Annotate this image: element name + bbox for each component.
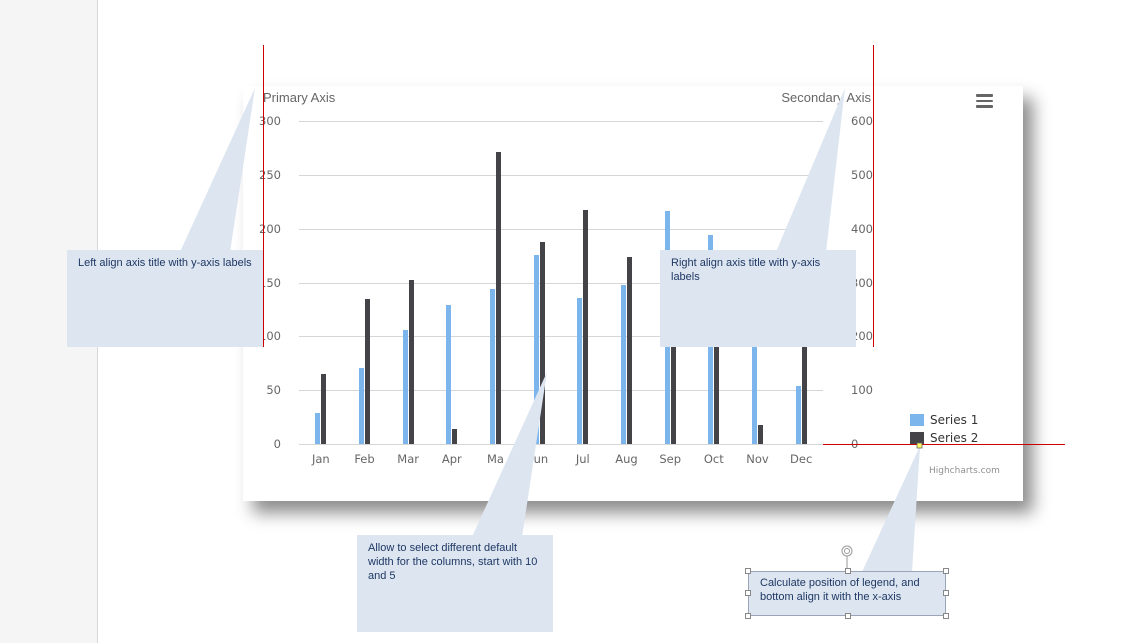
bar-series1[interactable] — [402, 329, 408, 444]
left-guide-line — [263, 45, 264, 347]
right-guide-line — [873, 45, 874, 347]
legend-series1-swatch — [910, 414, 924, 426]
callout-legend-position[interactable]: Calculate position of legend, and bottom… — [748, 571, 946, 616]
xtick-label: Aug — [615, 452, 638, 466]
secondary-ytick-label: 600 — [851, 114, 873, 128]
bar-series2[interactable] — [496, 151, 501, 444]
primary-ytick-label: 0 — [273, 437, 281, 451]
secondary-axis-title: Secondary Axis — [781, 90, 871, 105]
hamburger-menu-icon[interactable] — [976, 94, 993, 111]
resize-handle[interactable] — [943, 568, 949, 574]
xtick-label: Sep — [659, 452, 681, 466]
xtick-label: Dec — [790, 452, 813, 466]
resize-handle[interactable] — [745, 590, 751, 596]
secondary-ytick-label: 200 — [851, 329, 873, 344]
bar-series2[interactable] — [539, 242, 545, 444]
gridline — [299, 282, 823, 284]
bar-series2[interactable] — [670, 341, 676, 444]
gridline — [299, 336, 823, 338]
primary-ytick-label: 300 — [259, 114, 281, 128]
callout-left-align: Left align axis title with y-axis labels — [67, 250, 263, 347]
resize-handle[interactable] — [845, 613, 851, 619]
bar-series1[interactable] — [621, 284, 626, 444]
bar-series1[interactable] — [795, 385, 801, 444]
bar-series2[interactable] — [714, 320, 720, 444]
primary-ytick-label: 250 — [259, 167, 281, 182]
gridline — [299, 390, 823, 392]
legend-series1-label[interactable]: Series 1 — [930, 413, 979, 427]
credits-link[interactable]: Highcharts.com — [929, 466, 1000, 476]
bar-series1[interactable] — [315, 412, 321, 444]
chart-card: Primary Axis Secondary Axis Series 1 Ser… — [243, 86, 1023, 501]
xtick-label: Mar — [397, 452, 419, 466]
bar-series1[interactable] — [359, 367, 364, 444]
secondary-ytick-label: 100 — [851, 383, 873, 398]
resize-handle[interactable] — [943, 613, 949, 619]
bar-series1[interactable] — [752, 341, 757, 444]
callout-column-width: Allow to select different default width … — [357, 535, 553, 632]
xaxis-guide-line — [823, 444, 1065, 445]
bar-series2[interactable] — [365, 298, 370, 444]
resize-handle[interactable] — [845, 568, 851, 574]
secondary-ytick-label: 400 — [851, 221, 873, 236]
gridline — [299, 228, 823, 230]
xtick-label: Oct — [703, 452, 724, 466]
bar-series2[interactable] — [627, 257, 632, 444]
bar-series2[interactable] — [801, 341, 807, 444]
xtick-label: Nov — [746, 452, 769, 466]
bar-series2[interactable] — [408, 280, 414, 444]
bar-series1[interactable] — [490, 288, 495, 444]
primary-ytick-label: 50 — [266, 383, 281, 398]
callout-right-align: Right align axis title with y-axis label… — [660, 250, 856, 347]
resize-handle[interactable] — [943, 590, 949, 596]
resize-handle[interactable] — [745, 613, 751, 619]
legend-series2-swatch — [910, 432, 924, 444]
primary-ytick-label: 100 — [259, 329, 281, 344]
legend-series2-label[interactable]: Series 2 — [930, 431, 979, 445]
bar-series2[interactable] — [583, 209, 589, 444]
bar-series1[interactable] — [446, 305, 452, 444]
gridline — [299, 444, 823, 445]
secondary-ytick-label: 500 — [851, 167, 873, 182]
primary-ytick-label: 200 — [259, 221, 281, 236]
xtick-label: Apr — [441, 452, 462, 466]
bar-series1[interactable] — [577, 297, 583, 444]
xtick-label: Jan — [311, 452, 330, 466]
gridline — [299, 121, 823, 122]
gridline — [299, 174, 823, 176]
bar-series2[interactable] — [758, 425, 763, 444]
bar-series1[interactable] — [533, 254, 539, 444]
xtick-label: Ma — [487, 452, 504, 466]
resize-handle[interactable] — [745, 568, 751, 574]
primary-ytick-label: 150 — [259, 275, 281, 290]
primary-axis-title: Primary Axis — [263, 90, 336, 105]
bar-series2[interactable] — [321, 374, 327, 444]
xtick-label: Jul — [575, 452, 590, 466]
secondary-ytick-label: 300 — [851, 275, 873, 290]
xtick-label: Jun — [530, 452, 549, 466]
bar-series2[interactable] — [452, 429, 458, 444]
xtick-label: Feb — [354, 452, 375, 466]
